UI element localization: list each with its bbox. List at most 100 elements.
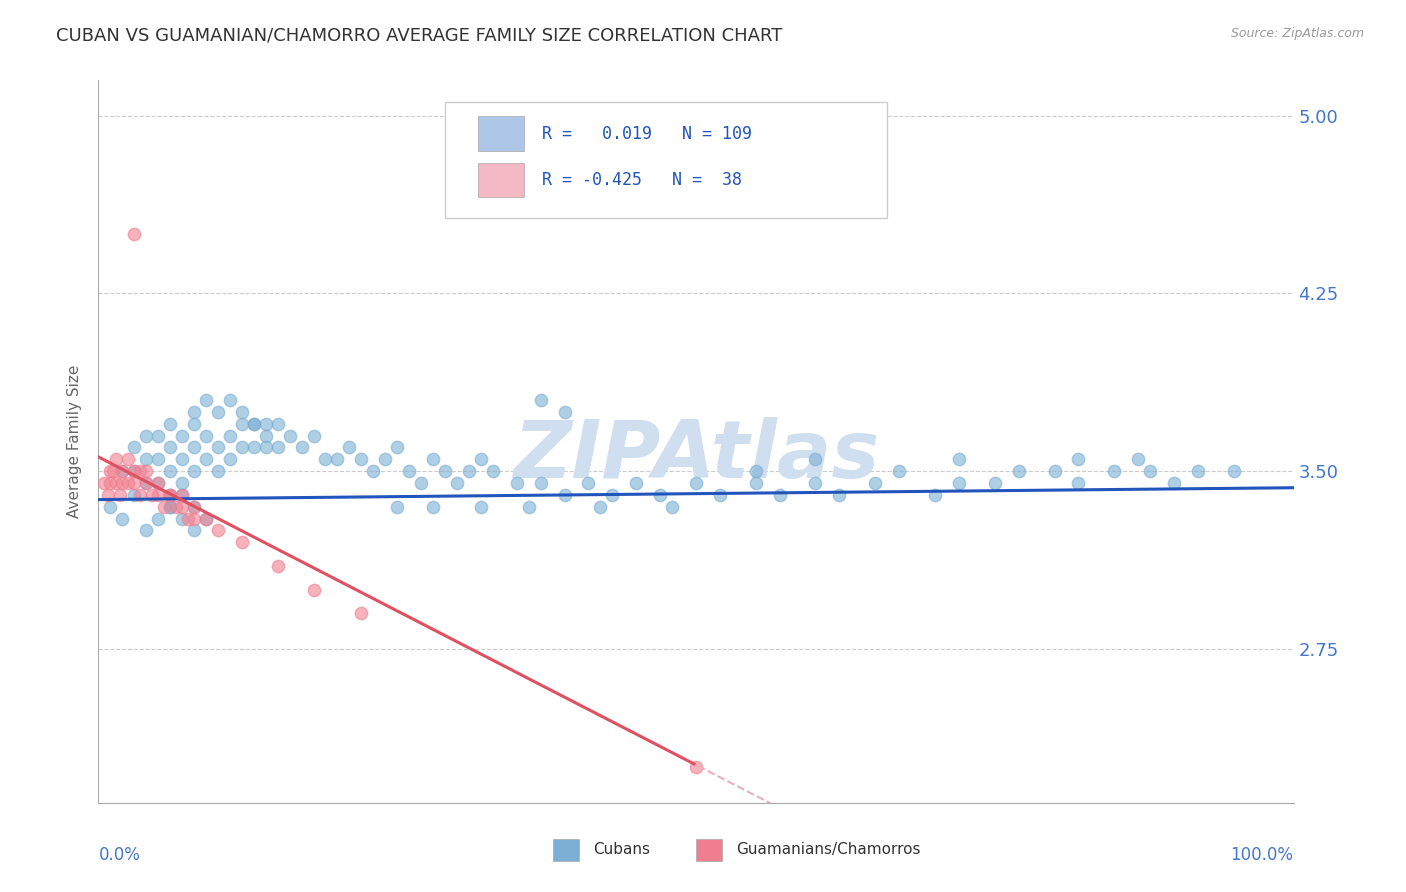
Point [685, 760, 707, 774]
FancyBboxPatch shape [696, 838, 723, 861]
Point [422, 500, 444, 514]
Point [159, 500, 181, 514]
Point [589, 500, 612, 514]
Point [219, 452, 242, 467]
Point [481, 464, 505, 478]
Point [159, 417, 181, 431]
Point [148, 428, 170, 442]
Text: Cubans: Cubans [593, 842, 650, 857]
Point [278, 428, 301, 442]
Point [626, 475, 648, 490]
Point [828, 488, 851, 502]
Point [804, 452, 827, 467]
Point [111, 475, 134, 490]
Point [446, 475, 468, 490]
Point [554, 405, 576, 419]
Point [207, 405, 229, 419]
Point [195, 511, 218, 525]
Point [470, 500, 492, 514]
Point [135, 475, 157, 490]
Point [177, 511, 200, 525]
Point [302, 582, 325, 597]
Point [135, 524, 157, 538]
Point [889, 464, 911, 478]
Point [148, 475, 170, 490]
Point [254, 417, 277, 431]
Point [374, 452, 396, 467]
Point [172, 488, 194, 502]
Point [315, 452, 337, 467]
Point [159, 488, 181, 502]
Point [148, 475, 170, 490]
Point [398, 464, 420, 478]
Point [135, 428, 157, 442]
Point [207, 441, 229, 455]
Text: 0.0%: 0.0% [98, 847, 141, 864]
Point [745, 475, 768, 490]
Point [385, 441, 409, 455]
Point [111, 511, 134, 525]
Point [661, 500, 683, 514]
Point [172, 511, 194, 525]
Point [470, 452, 492, 467]
Point [363, 464, 385, 478]
Point [243, 441, 266, 455]
Point [231, 405, 253, 419]
Point [948, 452, 970, 467]
Point [195, 428, 218, 442]
Point [506, 475, 529, 490]
Point [243, 417, 266, 431]
Point [267, 417, 290, 431]
Point [124, 475, 146, 490]
Point [159, 488, 181, 502]
Point [183, 417, 205, 431]
Point [135, 464, 157, 478]
Point [685, 475, 707, 490]
Point [326, 452, 349, 467]
Point [165, 500, 187, 514]
Point [1067, 475, 1090, 490]
Point [183, 511, 205, 525]
Point [1163, 475, 1185, 490]
Point [554, 488, 576, 502]
Point [101, 464, 124, 478]
FancyBboxPatch shape [478, 117, 524, 151]
Point [302, 428, 325, 442]
Point [97, 488, 120, 502]
Point [124, 464, 146, 478]
Point [129, 464, 152, 478]
Point [422, 452, 444, 467]
Point [207, 524, 229, 538]
Point [159, 488, 181, 502]
Point [530, 393, 553, 408]
Point [1008, 464, 1031, 478]
Point [183, 500, 205, 514]
Point [183, 405, 205, 419]
Point [124, 227, 146, 242]
Point [709, 488, 731, 502]
Point [195, 452, 218, 467]
Point [254, 441, 277, 455]
Point [183, 524, 205, 538]
Point [231, 535, 253, 549]
Point [141, 488, 163, 502]
FancyBboxPatch shape [478, 162, 524, 197]
FancyBboxPatch shape [446, 102, 887, 218]
Point [135, 452, 157, 467]
Point [267, 441, 290, 455]
Point [530, 475, 553, 490]
Point [183, 464, 205, 478]
Point [231, 441, 253, 455]
Point [148, 511, 170, 525]
Point [768, 488, 790, 502]
Point [458, 464, 481, 478]
Point [117, 475, 139, 490]
Point [219, 428, 242, 442]
Point [231, 417, 253, 431]
Point [207, 464, 229, 478]
Point [804, 475, 827, 490]
Point [350, 452, 373, 467]
Text: R =   0.019   N = 109: R = 0.019 N = 109 [541, 125, 752, 143]
Text: Guamanians/Chamorros: Guamanians/Chamorros [737, 842, 921, 857]
Point [648, 488, 672, 502]
